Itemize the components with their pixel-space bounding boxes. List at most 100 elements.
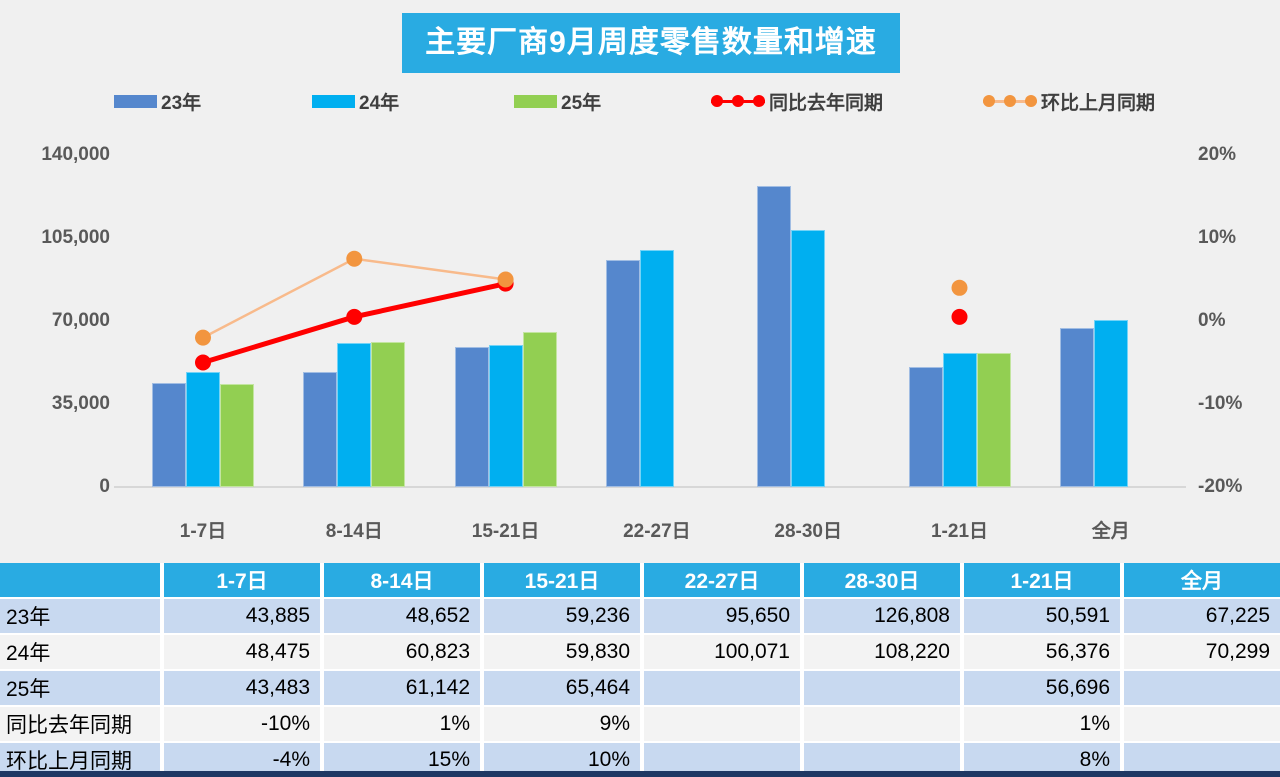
legend-marker-dot-icon — [711, 95, 723, 107]
legend-item-yoy: 同比去年同期 — [711, 88, 883, 114]
table-header-row: 1-7日 8-14日 15-21日 22-27日 28-30日 1-21日 全月 — [0, 563, 1280, 599]
left-axis-tick: 105,000 — [41, 227, 110, 248]
bar-24年-8-14日 — [337, 342, 372, 487]
legend-label: 同比去年同期 — [769, 92, 884, 114]
table-cell: 50,591 — [964, 599, 1124, 635]
table-header-cell: 8-14日 — [324, 563, 484, 599]
x-axis-label: 全月 — [1091, 521, 1130, 542]
table-header: 1-7日 8-14日 15-21日 22-27日 28-30日 1-21日 全月 — [0, 563, 1280, 599]
bar-25年-8-14日 — [371, 342, 406, 487]
x-axis-label: 28-30日 — [774, 521, 842, 542]
legend-item-23: 23年 — [114, 88, 201, 114]
table-row-label: 25年 — [0, 671, 164, 707]
legend-marker-dot-icon — [753, 95, 765, 107]
legend-marker-dot-icon — [1025, 95, 1037, 107]
table-row: 同比去年同期 -10% 1% 9% 1% — [0, 707, 1280, 743]
bar-24年-15-21日 — [488, 345, 523, 487]
table-body: 23年 43,885 48,652 59,236 95,650 126,808 50,591… — [0, 599, 1280, 777]
table-cell: 100,071 — [644, 635, 804, 671]
table-row-label: 24年 — [0, 635, 164, 671]
table-header-cell — [0, 563, 164, 599]
table-cell: 70,299 — [1124, 635, 1280, 671]
chart-title: 主要厂商9月周度零售数量和增速 — [402, 13, 900, 73]
table-cell — [1124, 707, 1280, 743]
legend-swatch-icon — [312, 94, 355, 108]
table-header-cell: 22-27日 — [644, 563, 804, 599]
marker-同比去年同期-1-21日 — [951, 308, 968, 325]
bar-24年-全月 — [1093, 320, 1128, 487]
table-cell: 48,652 — [324, 599, 484, 635]
left-axis-tick: 140,000 — [41, 144, 110, 165]
legend-item-24: 24年 — [312, 88, 399, 114]
bar-24年-1-7日 — [186, 372, 220, 487]
table-row: 环比上月同期 -4% 15% 10% 8% — [0, 743, 1280, 777]
table-cell: 1% — [964, 707, 1124, 743]
x-axis-label: 15-21日 — [471, 521, 540, 542]
bar-25年-1-7日 — [220, 383, 254, 487]
legend-marker-dot-icon — [983, 95, 995, 107]
table-cell: 43,885 — [164, 599, 324, 635]
table-cell: 9% — [484, 707, 644, 743]
table-row: 25年 43,483 61,142 65,464 56,696 — [0, 671, 1280, 707]
table-cell: 61,142 — [324, 671, 484, 707]
table-cell: 48,475 — [164, 635, 324, 671]
summary-table: 1-7日 8-14日 15-21日 22-27日 28-30日 1-21日 全月 23年 43… — [0, 563, 1280, 777]
legend-line-marker-icon — [983, 93, 1037, 109]
marker-环比上月同期-1-21日 — [951, 279, 968, 296]
right-axis-tick: -10% — [1198, 393, 1243, 414]
table-cell: 1% — [324, 707, 484, 743]
bar-23年-28-30日 — [757, 186, 792, 487]
table-cell — [1124, 671, 1280, 707]
line-环比上月同期 — [202, 257, 506, 339]
legend-line-marker-icon — [711, 93, 765, 109]
marker-环比上月同期-1-7日 — [195, 329, 211, 346]
right-axis-tick: 20% — [1198, 144, 1237, 165]
table-cell: 108,220 — [804, 635, 964, 671]
table-cell: 43,483 — [164, 671, 324, 707]
bar-24年-1-21日 — [942, 353, 977, 487]
table-cell: 126,808 — [804, 599, 964, 635]
table-cell: -10% — [164, 707, 324, 743]
bar-25年-15-21日 — [522, 331, 557, 487]
x-axis-label: 8-14日 — [325, 521, 383, 542]
left-axis-tick: 0 — [99, 476, 110, 497]
legend-label: 25年 — [561, 92, 602, 114]
x-axis-label: 1-21日 — [930, 521, 989, 542]
combo-chart-plot: 140,000 105,000 70,000 35,000 0 20% 10% 0% -10% -… — [41, 144, 1243, 542]
table-cell: 60,823 — [324, 635, 484, 671]
table-header-cell: 1-7日 — [164, 563, 324, 599]
legend-swatch-icon — [514, 94, 557, 108]
table-cell: 56,696 — [964, 671, 1124, 707]
table-cell: 56,376 — [964, 635, 1124, 671]
table-row-label: 同比去年同期 — [0, 707, 164, 743]
table-cell — [804, 671, 964, 707]
left-axis-tick: 35,000 — [51, 393, 110, 414]
marker-同比去年同期-15-21日 — [497, 275, 514, 292]
bar-24年-22-27日 — [639, 249, 674, 487]
table-cell: 59,830 — [484, 635, 644, 671]
legend-marker-dot-icon — [732, 95, 744, 107]
bar-23年-8-14日 — [303, 371, 338, 487]
table-row-label: 23年 — [0, 599, 164, 635]
bar-23年-15-21日 — [454, 346, 489, 487]
bar-23年-1-7日 — [152, 382, 186, 487]
table-header-cell: 1-21日 — [964, 563, 1124, 599]
right-axis-tick: -20% — [1198, 476, 1243, 497]
bottom-divider-bar — [0, 771, 1280, 777]
marker-同比去年同期-8-14日 — [346, 308, 363, 325]
legend-label: 环比上月同期 — [1041, 92, 1156, 114]
table-header-cell: 全月 — [1124, 563, 1280, 599]
table-cell — [644, 671, 804, 707]
table-cell: 67,225 — [1124, 599, 1280, 635]
table-cell: 65,464 — [484, 671, 644, 707]
bar-23年-全月 — [1059, 327, 1094, 487]
legend-item-25: 25年 — [514, 88, 601, 114]
x-axis-label: 22-27日 — [623, 521, 691, 542]
legend-item-mom: 环比上月同期 — [983, 88, 1155, 114]
bar-24年-28-30日 — [791, 230, 826, 487]
marker-环比上月同期-15-21日 — [497, 271, 514, 288]
table-header-cell: 15-21日 — [484, 563, 644, 599]
legend-label: 23年 — [161, 92, 202, 114]
table-cell — [804, 707, 964, 743]
